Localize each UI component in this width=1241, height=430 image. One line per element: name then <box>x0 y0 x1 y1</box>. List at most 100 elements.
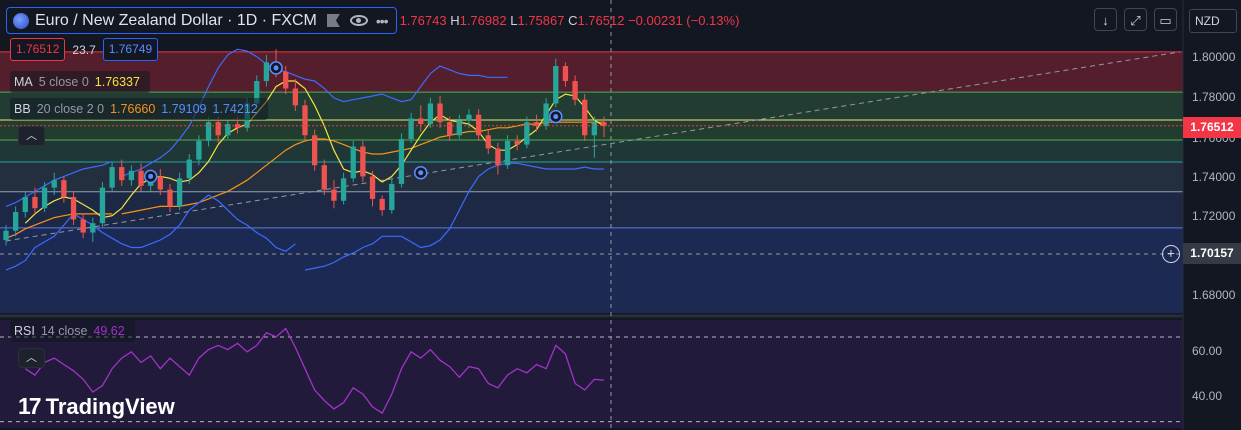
fullscreen-icon[interactable]: ⤢ <box>1124 8 1147 31</box>
candle-body <box>591 122 598 136</box>
candle-body <box>389 183 395 211</box>
rsi-params: 14 close <box>40 324 88 338</box>
ma-name: MA <box>14 75 33 89</box>
candle-body <box>292 88 299 106</box>
candle-body <box>475 114 482 136</box>
candle-body <box>331 189 337 201</box>
event-marker-dot <box>273 65 279 71</box>
bb-basis-line-early <box>5 213 113 239</box>
candle-body <box>418 118 424 125</box>
symbol-logo-icon <box>13 12 29 29</box>
candle-body <box>41 187 48 209</box>
candle-body <box>80 219 86 233</box>
ma-legend[interactable]: MA 5 close 0 1.76337 <box>10 71 150 93</box>
tradingview-logo-icon: 17 <box>18 393 42 419</box>
candle-body <box>533 122 540 126</box>
flag-icon[interactable] <box>326 14 340 27</box>
candle-body <box>369 176 376 199</box>
candle-body <box>119 167 125 181</box>
candle-body <box>398 139 405 184</box>
candle-body <box>582 99 588 136</box>
candle-body <box>553 66 559 104</box>
bb-lower-value: 1.74212 <box>212 102 258 116</box>
collapse-legend-button[interactable]: ︿ <box>18 126 45 146</box>
candle-body <box>514 140 520 145</box>
candle-body <box>311 135 318 166</box>
bb-upper-value: 1.79109 <box>161 102 207 116</box>
candle-body <box>70 197 77 220</box>
candle-body <box>360 146 366 177</box>
bb-params: 20 close 2 0 <box>36 102 105 116</box>
fib-zone <box>0 119 1183 140</box>
candle-body <box>408 118 414 140</box>
candle-body <box>186 159 192 179</box>
tradingview-logo-text: TradingView <box>45 393 175 419</box>
candle-body <box>601 122 607 126</box>
rsi-axis-label: 40.00 <box>1192 389 1223 403</box>
rsi-legend[interactable]: RSI 14 close 49.62 <box>10 320 135 342</box>
tradingview-logo[interactable]: 17 TradingView <box>18 393 175 420</box>
candle-body <box>466 114 472 121</box>
candle-body <box>196 140 202 160</box>
current-price-label: 1.76512 <box>1183 117 1241 138</box>
candle-body <box>456 120 462 136</box>
candle-body <box>350 146 356 179</box>
bb-lower-line <box>304 162 604 271</box>
candle-body <box>176 178 183 207</box>
fib-zone <box>0 139 1183 163</box>
candle-body <box>340 178 347 201</box>
candle-body <box>437 103 443 123</box>
currency-selector[interactable]: NZD <box>1189 9 1237 33</box>
price-axis-label: 1.74000 <box>1192 170 1236 184</box>
candle-body <box>504 140 511 166</box>
candle-body <box>215 122 221 136</box>
price-axis-label: 1.72000 <box>1192 209 1236 223</box>
price-axis-label: 1.80000 <box>1192 50 1236 64</box>
high-value: 1.76982 <box>459 13 507 28</box>
candle-body <box>90 223 96 233</box>
buy-button[interactable]: 1.76749 <box>102 38 159 61</box>
bb-basis-value: 1.76660 <box>110 102 156 116</box>
fib-zone <box>0 227 1183 313</box>
candle-body <box>302 105 308 136</box>
add-alert-icon[interactable]: + <box>1162 245 1180 263</box>
event-marker-dot <box>148 173 154 179</box>
price-axis-background <box>1183 0 1241 430</box>
sell-button[interactable]: 1.76512 <box>10 38 66 61</box>
bb-lower-line-early <box>5 194 296 271</box>
price-axis-label: 1.68000 <box>1192 288 1236 302</box>
candle-body <box>128 170 135 181</box>
candle-body <box>572 81 578 100</box>
candle-body <box>485 135 491 149</box>
bb-name: BB <box>14 102 31 116</box>
rsi-name: RSI <box>14 324 35 338</box>
ma-value: 1.76337 <box>94 75 140 89</box>
candle-body <box>32 197 38 209</box>
screenshot-icon[interactable]: ▭ <box>1154 8 1177 31</box>
candle-body <box>495 148 501 166</box>
crosshair-price-label: 1.70157 <box>1183 243 1241 264</box>
scroll-down-icon[interactable]: ↓ <box>1094 8 1117 31</box>
collapse-rsi-legend-button[interactable]: ︿ <box>18 348 45 368</box>
bb-legend[interactable]: BB 20 close 2 0 1.76660 1.79109 1.74212 <box>10 98 268 120</box>
candle-body <box>99 187 106 224</box>
candle-body <box>263 62 270 82</box>
fib-zone <box>0 51 1183 93</box>
candle-body <box>12 211 19 231</box>
rsi-background <box>0 320 1183 428</box>
symbol-info[interactable]: Euro / New Zealand Dollar · 1D · FXCM ••… <box>6 7 397 34</box>
candle-body <box>22 197 28 212</box>
event-marker-dot <box>553 114 559 120</box>
low-label: L <box>510 13 518 28</box>
price-axis-label: 1.78000 <box>1192 90 1236 104</box>
eye-icon[interactable] <box>349 15 368 26</box>
rsi-line <box>24 327 605 415</box>
more-options-icon[interactable]: ••• <box>375 12 389 29</box>
high-label: H <box>450 13 460 28</box>
candle-body <box>109 167 115 188</box>
candle-body <box>167 189 173 207</box>
candle-body <box>61 180 67 198</box>
candle-body <box>524 122 530 145</box>
candle-body <box>447 122 453 136</box>
